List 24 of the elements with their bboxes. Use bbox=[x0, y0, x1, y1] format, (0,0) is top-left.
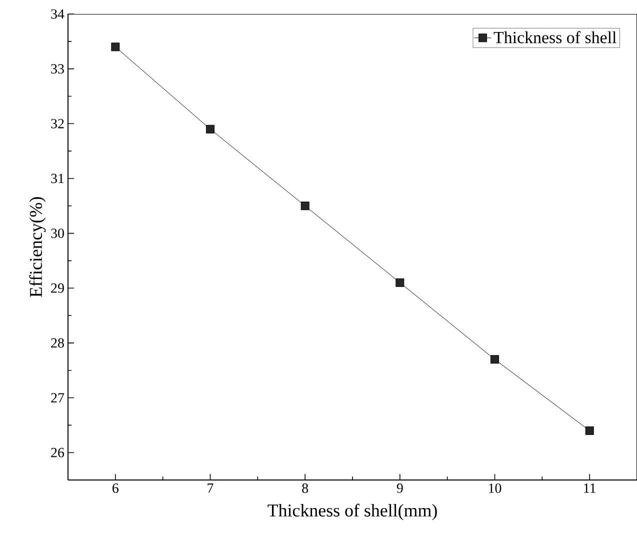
x-tick-label: 11 bbox=[584, 484, 596, 493]
y-tick-label: 34 bbox=[51, 9, 64, 19]
x-tick-label: 6 bbox=[112, 484, 118, 493]
x-tick-label: 7 bbox=[208, 484, 214, 493]
y-tick-label: 26 bbox=[51, 448, 64, 458]
point bbox=[206, 124, 214, 134]
point bbox=[300, 202, 310, 210]
legend-label: Thickness of shell bbox=[494, 31, 616, 44]
x-tick-label: 10 bbox=[489, 484, 502, 493]
y-tick-label: 32 bbox=[51, 118, 64, 128]
y-tick-label: 31 bbox=[51, 174, 64, 184]
point bbox=[396, 278, 404, 287]
y-tick-label: 30 bbox=[51, 228, 64, 238]
y-axis-title: Efficiency(%) bbox=[29, 197, 46, 298]
x-axis-title: Thickness of shell(mm) bbox=[268, 504, 437, 520]
y-tick-label: 27 bbox=[51, 393, 64, 402]
y-tick-label: 29 bbox=[51, 283, 64, 293]
point bbox=[111, 42, 120, 52]
x-tick-label: 9 bbox=[396, 484, 403, 493]
y-tick-label: 28 bbox=[51, 338, 64, 348]
point bbox=[490, 355, 500, 364]
x-tick-label: 8 bbox=[302, 484, 308, 493]
y-tick-label: 33 bbox=[51, 64, 64, 74]
point bbox=[585, 426, 594, 435]
